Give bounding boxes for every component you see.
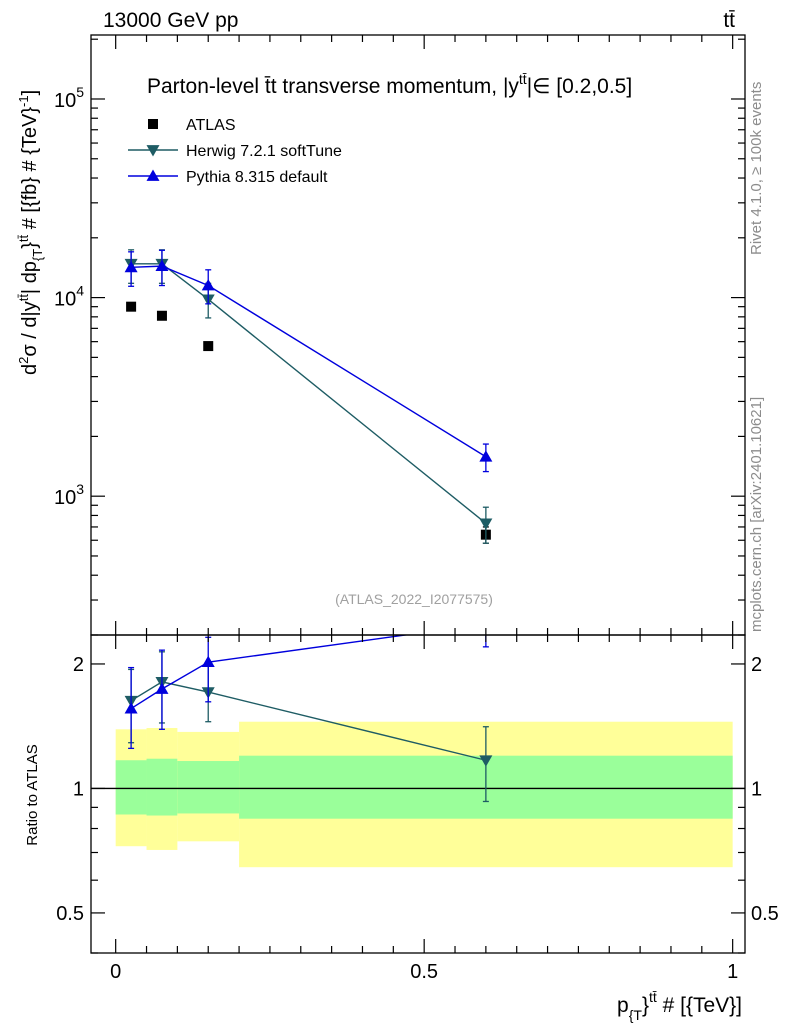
- x-tick-label-0: 0: [110, 961, 121, 983]
- ratio-panel-data: [124, 617, 493, 803]
- chart-title-tail: |∈ [0.2,0.5]: [527, 75, 632, 98]
- ratio-ytick-label-left-1: 1: [73, 778, 84, 800]
- ratio-ticks: 0.5 0.5 1 1 2 2 0 0.5 1: [56, 635, 779, 983]
- x-axis-label: p{T}tt̄ # [{TeV}]: [617, 989, 742, 1023]
- legend: ATLAS Herwig 7.2.1 softTune Pythia 8.315 d…: [128, 117, 342, 186]
- x-tick-label-2: 1: [727, 961, 738, 983]
- ratio-ytick-label-right-1: 1: [751, 778, 762, 800]
- main-point-herwig-7-2-1-softtune-3: [479, 518, 493, 530]
- main-ytick-label-exp-1: 4: [76, 283, 84, 299]
- ratio-ytick-label-left-2: 2: [73, 654, 84, 676]
- chart-title-text: Parton-level t̄t transverse momentum, |y: [147, 75, 519, 98]
- legend-label-herwig-7-2-1-softtune: Herwig 7.2.1 softTune: [186, 143, 342, 160]
- ratio-ytick-label-right-0: 0.5: [751, 903, 779, 925]
- analysis-tag: (ATLAS_2022_I2077575): [335, 591, 493, 607]
- main-line-herwig-7-2-1-softtune: [131, 263, 487, 524]
- main-line-pythia-8-315-default: [131, 265, 487, 458]
- ratio-point-pythia-8-315-default-1: [155, 682, 169, 694]
- main-point-pythia-8-315-default-0: [124, 260, 138, 273]
- ratio-point-pythia-8-315-default-0: [124, 702, 138, 714]
- main-ytick-label-exp-2: 5: [76, 84, 84, 100]
- main-point-pythia-8-315-default-3: [479, 450, 493, 462]
- ratio-band-inner-2: [177, 761, 240, 814]
- ratio-y-axis-label: Ratio to ATLAS: [24, 744, 41, 845]
- legend-label-atlas: ATLAS: [186, 117, 236, 134]
- legend-label-pythia-8-315-default: Pythia 8.315 default: [186, 169, 328, 186]
- legend-marker-herwig-7-2-1-softtune: [146, 145, 160, 157]
- ratio-band-inner-0: [115, 760, 147, 815]
- main-point-atlas-1: [156, 310, 167, 321]
- ratio-point-herwig-7-2-1-softtune-3: [479, 755, 493, 767]
- main-point-atlas-0: [126, 301, 137, 312]
- ratio-ytick-label-right-2: 2: [751, 654, 762, 676]
- main-point-pythia-8-315-default-1: [155, 259, 169, 272]
- process-label: tt̄: [723, 9, 735, 32]
- x-tick-label-1: 0.5: [410, 961, 438, 983]
- ratio-band-inner-1: [146, 758, 178, 816]
- ratio-point-pythia-8-315-default-3: [479, 617, 492, 628]
- ratio-line-herwig-7-2-1-softtune: [130, 681, 487, 761]
- main-ytick-label-base-1: 10: [54, 289, 76, 311]
- chart-title: Parton-level t̄t transverse momentum, |y…: [147, 71, 632, 98]
- main-ytick-label-0: 103: [54, 481, 84, 509]
- main-y-axis-label: d2σ / d|ytt̄| dp{T}tt̄ # [{fb} # {TeV}-1…: [16, 90, 45, 375]
- main-ytick-label-1: 104: [54, 283, 84, 311]
- mcplots-label: mcplots.cern.ch [arXiv:2401.10621]: [748, 397, 765, 632]
- energy-label: 13000 GeV pp: [103, 9, 238, 32]
- main-panel-data: [124, 249, 493, 544]
- main-ytick-label-exp-0: 3: [76, 481, 84, 497]
- rivet-label: Rivet 4.1.0, ≥ 100k events: [748, 82, 765, 255]
- ratio-point-pythia-8-315-default-2: [201, 655, 215, 668]
- legend-marker-atlas: [148, 119, 158, 129]
- main-point-pythia-8-315-default-2: [201, 279, 215, 291]
- chart-title-superscript: tt̄: [519, 71, 527, 87]
- ratio-uncertainty-bands: [115, 721, 733, 868]
- legend-marker-pythia-8-315-default: [146, 169, 160, 181]
- main-point-atlas-2: [203, 341, 214, 352]
- ratio-panel-frame: [90, 634, 746, 954]
- ratio-line-pythia-8-315-default: [130, 635, 411, 710]
- main-ytick-label-2: 105: [54, 84, 84, 112]
- main-ytick-label-base-2: 10: [54, 90, 76, 112]
- ratio-ytick-label-left-0: 0.5: [56, 903, 84, 925]
- main-ytick-label-base-0: 10: [54, 487, 76, 509]
